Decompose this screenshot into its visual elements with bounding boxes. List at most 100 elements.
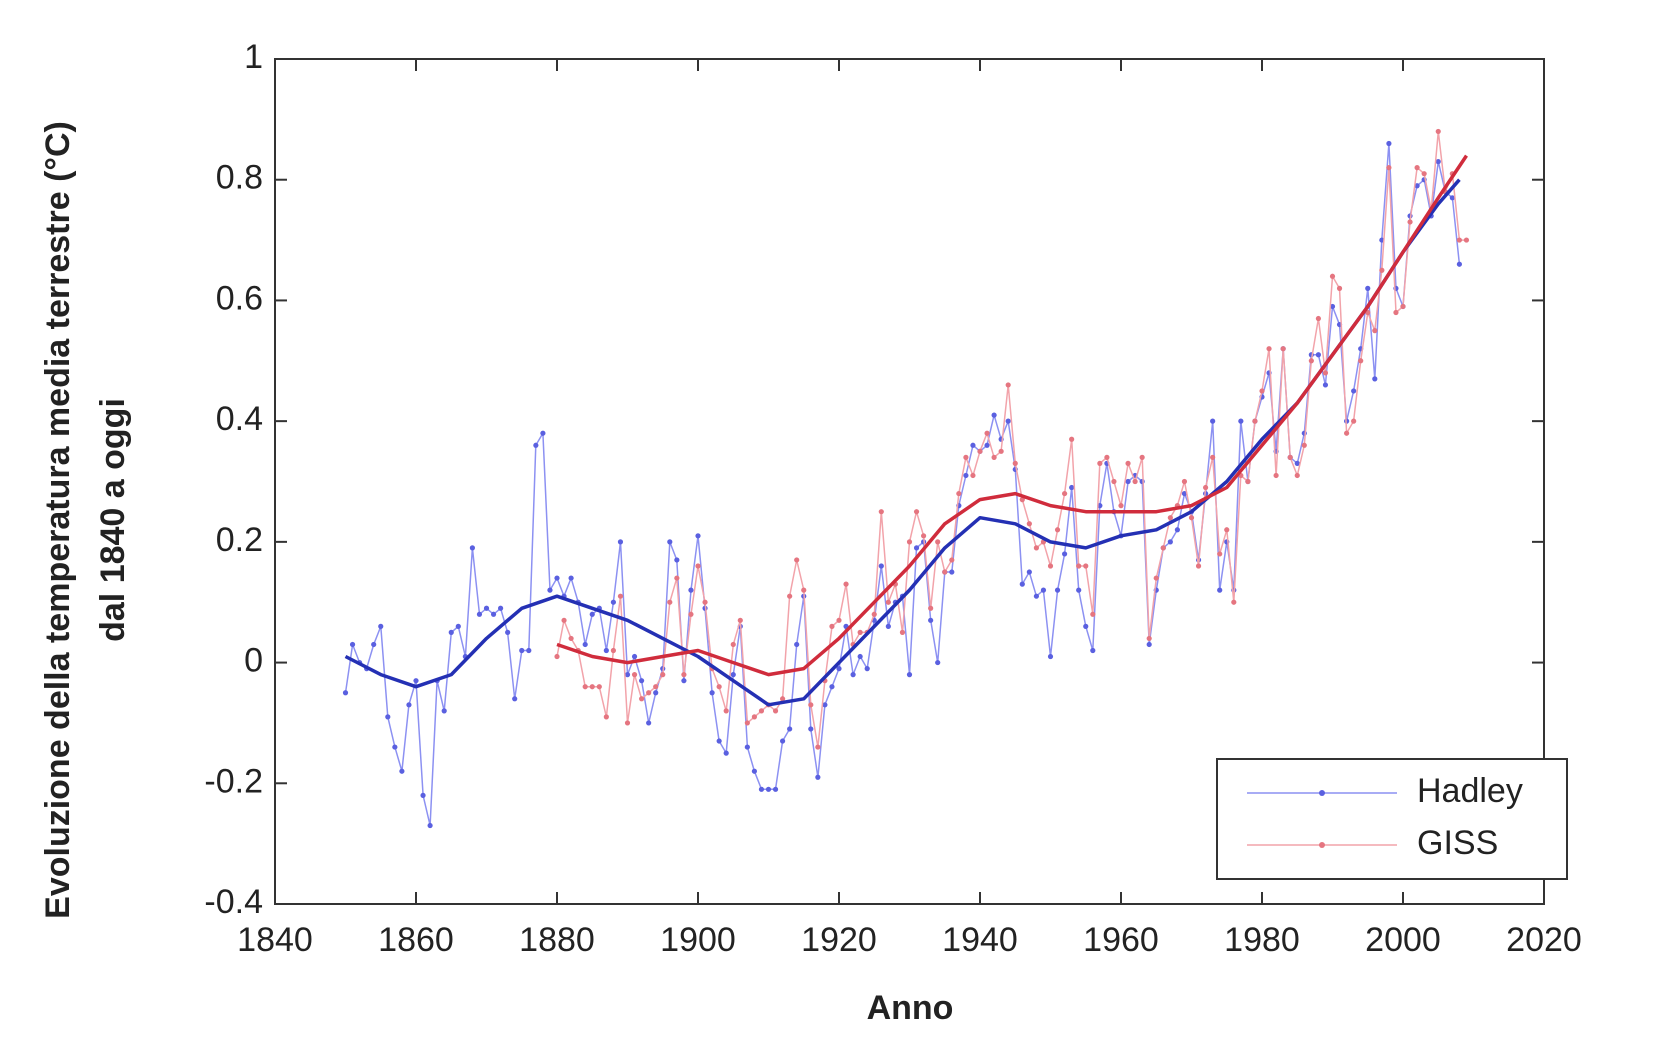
y-tick-label: 1 (244, 38, 263, 76)
data-point (610, 647, 617, 654)
data-point (1280, 346, 1286, 352)
data-point (1252, 418, 1258, 424)
data-point (949, 569, 955, 575)
x-tick-label: 2000 (1365, 921, 1441, 959)
data-point (1351, 418, 1357, 424)
x-tick-label: 1940 (942, 921, 1018, 959)
data-point (1019, 497, 1025, 503)
data-point (610, 599, 617, 605)
data-point (1026, 569, 1032, 575)
data-point (970, 442, 976, 448)
data-point (1083, 623, 1089, 629)
plot-frame (274, 58, 1545, 905)
data-point (1005, 382, 1011, 388)
data-point (913, 545, 920, 551)
data-point (441, 708, 447, 714)
x-axis-title: Anno (867, 989, 954, 1027)
data-point (1414, 183, 1420, 189)
data-point (772, 708, 779, 714)
data-point (406, 702, 412, 708)
data-point (349, 641, 356, 648)
data-point (667, 599, 673, 605)
data-point (617, 539, 624, 545)
data-point (519, 647, 525, 654)
data-point (1090, 611, 1096, 617)
data-point (942, 569, 948, 575)
data-point (956, 490, 962, 497)
data-point (1372, 328, 1378, 334)
data-point (984, 442, 990, 448)
data-point (1047, 563, 1054, 569)
data-point (787, 593, 793, 599)
data-point (1329, 273, 1336, 279)
data-point (1386, 165, 1392, 171)
data-point (1012, 460, 1018, 466)
data-point (476, 611, 483, 617)
series-line (344, 143, 1461, 826)
data-point (949, 557, 955, 563)
data-point (1273, 472, 1279, 479)
data-point (1379, 267, 1385, 273)
data-point (1174, 527, 1180, 533)
data-point (935, 659, 941, 666)
data-point (815, 774, 821, 780)
data-point (469, 545, 475, 551)
data-point (857, 653, 863, 660)
data-point (1090, 647, 1096, 654)
data-point (913, 509, 920, 515)
data-point (871, 611, 877, 617)
data-point (1181, 478, 1188, 485)
x-tick-label: 1880 (519, 921, 595, 959)
data-point (1421, 171, 1427, 177)
data-point (448, 629, 454, 635)
data-point (512, 696, 518, 702)
data-point (808, 702, 814, 708)
data-point (1287, 454, 1293, 460)
data-point (1005, 418, 1011, 424)
data-point (928, 605, 934, 611)
data-point (1076, 563, 1082, 569)
data-point (1210, 418, 1216, 424)
data-point (660, 672, 666, 678)
x-tick-label: 1920 (801, 921, 877, 959)
data-point (1315, 352, 1321, 358)
data-point (829, 684, 835, 690)
data-point (1449, 195, 1455, 201)
data-point (1047, 653, 1054, 660)
data-point (1033, 593, 1039, 599)
data-point (1125, 478, 1131, 485)
data-point (688, 611, 694, 617)
data-point (1217, 587, 1223, 593)
data-point (730, 672, 736, 678)
y-tick-label: -0.2 (204, 762, 263, 800)
data-point (371, 641, 377, 648)
data-point (984, 430, 990, 436)
data-point (1456, 237, 1462, 243)
smoothed-line (556, 154, 1468, 677)
data-point (1033, 545, 1039, 551)
data-point (1372, 376, 1378, 382)
data-point (998, 448, 1004, 454)
x-tick-label: 1980 (1224, 921, 1300, 959)
data-point (1146, 641, 1152, 648)
data-point (1336, 285, 1343, 291)
legend-marker (1319, 842, 1325, 848)
y-tick-label: 0 (244, 642, 263, 680)
data-point (1132, 478, 1138, 485)
data-point (1308, 358, 1314, 364)
data-point (885, 623, 891, 629)
data-point (935, 539, 941, 545)
data-point (1294, 460, 1300, 466)
data-point (1062, 490, 1068, 497)
data-point (596, 684, 602, 690)
x-tick-label: 1960 (1083, 921, 1159, 959)
data-point (1188, 515, 1195, 521)
data-point (695, 563, 701, 569)
data-point (878, 509, 884, 515)
data-point (385, 714, 391, 720)
data-point (455, 623, 461, 629)
data-point (850, 672, 856, 678)
data-point (1069, 484, 1075, 491)
data-point (906, 539, 913, 545)
